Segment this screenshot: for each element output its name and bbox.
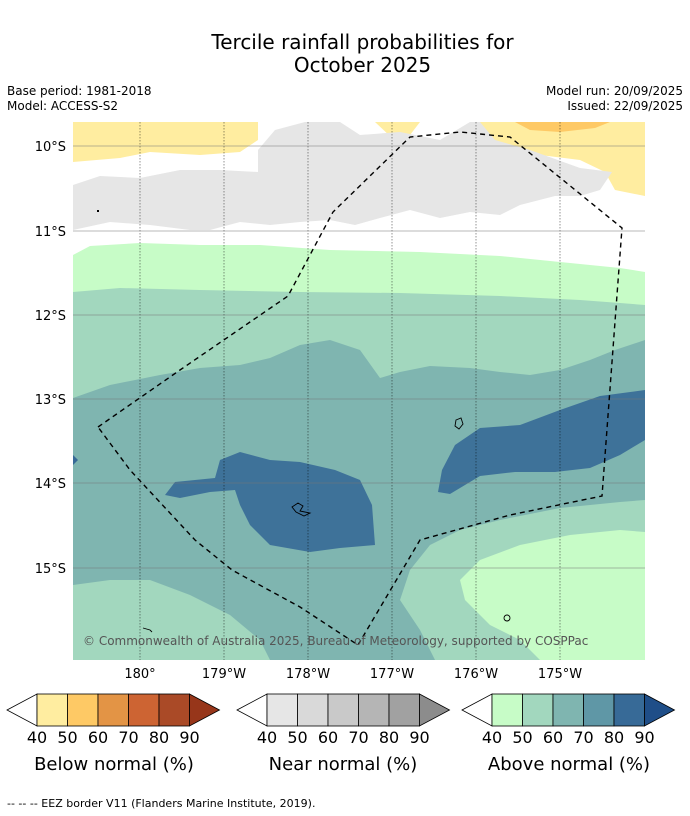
island-south <box>291 502 312 517</box>
meridian-grid <box>139 122 561 660</box>
map-title: Tercile rainfall probabilities for Octob… <box>0 31 690 77</box>
near-normal-colorbar-tick: 50 <box>287 728 307 747</box>
model-name: Model: ACCESS-S2 <box>7 99 119 113</box>
below-normal-colorbar-tick: 40 <box>27 728 47 747</box>
small-island-nw <box>97 210 99 212</box>
below-normal-colorbar-segment <box>97 693 129 727</box>
below-normal-colorbar-tick: 60 <box>88 728 108 747</box>
near-normal-colorbar-segment <box>266 693 298 727</box>
above-normal-colorbar-segment <box>522 693 554 727</box>
below-normal-colorbar-tick: 90 <box>179 728 199 747</box>
above-normal-colorbar: 40 50 60 70 80 90 Above normal (%) <box>461 693 676 775</box>
above-normal-80-edge <box>73 455 78 465</box>
above-normal-colorbar-segment <box>583 693 615 727</box>
above-normal-colorbar-arrow-low <box>461 693 493 727</box>
lat-label-14s: 14°S <box>35 477 66 492</box>
probability-field: © Commonwealth of Australia 2025, Bureau… <box>73 122 645 660</box>
above-normal-80-west <box>165 452 375 552</box>
lon-label-179w: 179°W <box>202 667 246 682</box>
above-normal-colorbar-arrow-high <box>644 693 676 727</box>
lon-label-180: 180° <box>124 667 155 682</box>
above-normal-colorbar-label: Above normal (%) <box>488 754 650 775</box>
above-normal-colorbar-tick: 70 <box>573 728 593 747</box>
near-normal-colorbar-arrow-high <box>419 693 451 727</box>
near-normal-colorbar-tick: 90 <box>409 728 429 747</box>
below-normal-50-east <box>480 122 645 196</box>
above-normal-colorbar-tick: 50 <box>512 728 532 747</box>
lon-label-177w: 177°W <box>370 667 414 682</box>
base-period: Base period: 1981-2018 <box>7 84 152 98</box>
above-normal-colorbar-segment <box>613 693 645 727</box>
below-normal-colorbar-label: Below normal (%) <box>34 754 194 775</box>
near-normal-colorbar-tick: 60 <box>318 728 338 747</box>
above-normal-colorbar-tick: 60 <box>543 728 563 747</box>
below-normal-colorbar-segment <box>67 693 99 727</box>
below-normal-50-west <box>73 122 258 162</box>
below-normal-colorbar-tick: 80 <box>149 728 169 747</box>
near-normal-colorbar-segment <box>297 693 329 727</box>
issued-date: Issued: 22/09/2025 <box>567 99 683 113</box>
near-normal-colorbar: 40 50 60 70 80 90 Near normal (%) <box>236 693 451 775</box>
lat-label-15s: 15°S <box>35 562 66 577</box>
near-normal-colorbar-segment <box>358 693 390 727</box>
latitude-labels: 10°S 11°S 12°S 13°S 14°S 15°S <box>35 140 66 577</box>
meta-left: Base period: 1981-2018 Model: ACCESS-S2 <box>7 84 152 114</box>
near-normal-colorbar-tick: 40 <box>257 728 277 747</box>
above-normal-colorbar-segment <box>552 693 584 727</box>
below-normal-colorbar-tick: 50 <box>57 728 77 747</box>
below-normal-colorbar-arrow-high <box>189 693 221 727</box>
below-normal-colorbar-segment <box>158 693 190 727</box>
near-normal-colorbar-arrow-low <box>236 693 268 727</box>
near-normal-colorbar-segment <box>388 693 420 727</box>
longitude-labels: 180° 179°W 178°W 177°W 176°W 175°W <box>124 667 582 682</box>
near-normal-band <box>73 122 612 230</box>
lon-label-178w: 178°W <box>286 667 330 682</box>
lon-label-176w: 176°W <box>454 667 498 682</box>
island-southeast <box>503 614 511 622</box>
title-line-2: October 2025 <box>293 53 432 77</box>
title-line-1: Tercile rainfall probabilities for <box>211 30 514 54</box>
above-normal-colorbar-tick: 90 <box>634 728 654 747</box>
model-run: Model run: 20/09/2025 <box>545 84 683 98</box>
copyright-notice: © Commonwealth of Australia 2025, Bureau… <box>83 634 588 648</box>
below-normal-colorbar-arrow-low <box>6 693 38 727</box>
near-normal-colorbar-tick: 70 <box>348 728 368 747</box>
meta-right: Model run: 20/09/2025 Issued: 22/09/2025 <box>546 84 683 114</box>
above-normal-colorbar-tick: 40 <box>482 728 502 747</box>
lat-label-12s: 12°S <box>35 309 66 324</box>
lat-label-10s: 10°S <box>35 140 66 155</box>
below-normal-colorbar-segment <box>128 693 160 727</box>
above-normal-colorbar-tick: 80 <box>604 728 624 747</box>
island-east <box>454 417 464 430</box>
below-normal-colorbar-tick: 70 <box>118 728 138 747</box>
parallel-grid <box>73 145 645 569</box>
below-normal-colorbar: 40 50 60 70 80 90 Below normal (%) <box>6 693 221 775</box>
near-normal-colorbar-tick: 80 <box>379 728 399 747</box>
island-southwest <box>142 627 153 633</box>
near-normal-colorbar-label: Near normal (%) <box>269 754 418 775</box>
colorbar-legends: 40 50 60 70 80 90 Below normal (%) 40 50 60 70 80 90… <box>6 693 676 775</box>
lat-label-11s: 11°S <box>35 225 66 240</box>
below-normal-colorbar-segment <box>36 693 68 727</box>
above-normal-colorbar-segment <box>491 693 523 727</box>
near-normal-colorbar-segment <box>327 693 359 727</box>
lat-label-13s: 13°S <box>35 393 66 408</box>
below-normal-60-east <box>515 122 610 132</box>
lon-label-175w: 175°W <box>538 667 582 682</box>
above-normal-80-east <box>438 390 645 494</box>
eez-footnote: -- -- -- EEZ border V11 (Flanders Marine… <box>7 797 316 810</box>
eez-border <box>97 131 623 646</box>
